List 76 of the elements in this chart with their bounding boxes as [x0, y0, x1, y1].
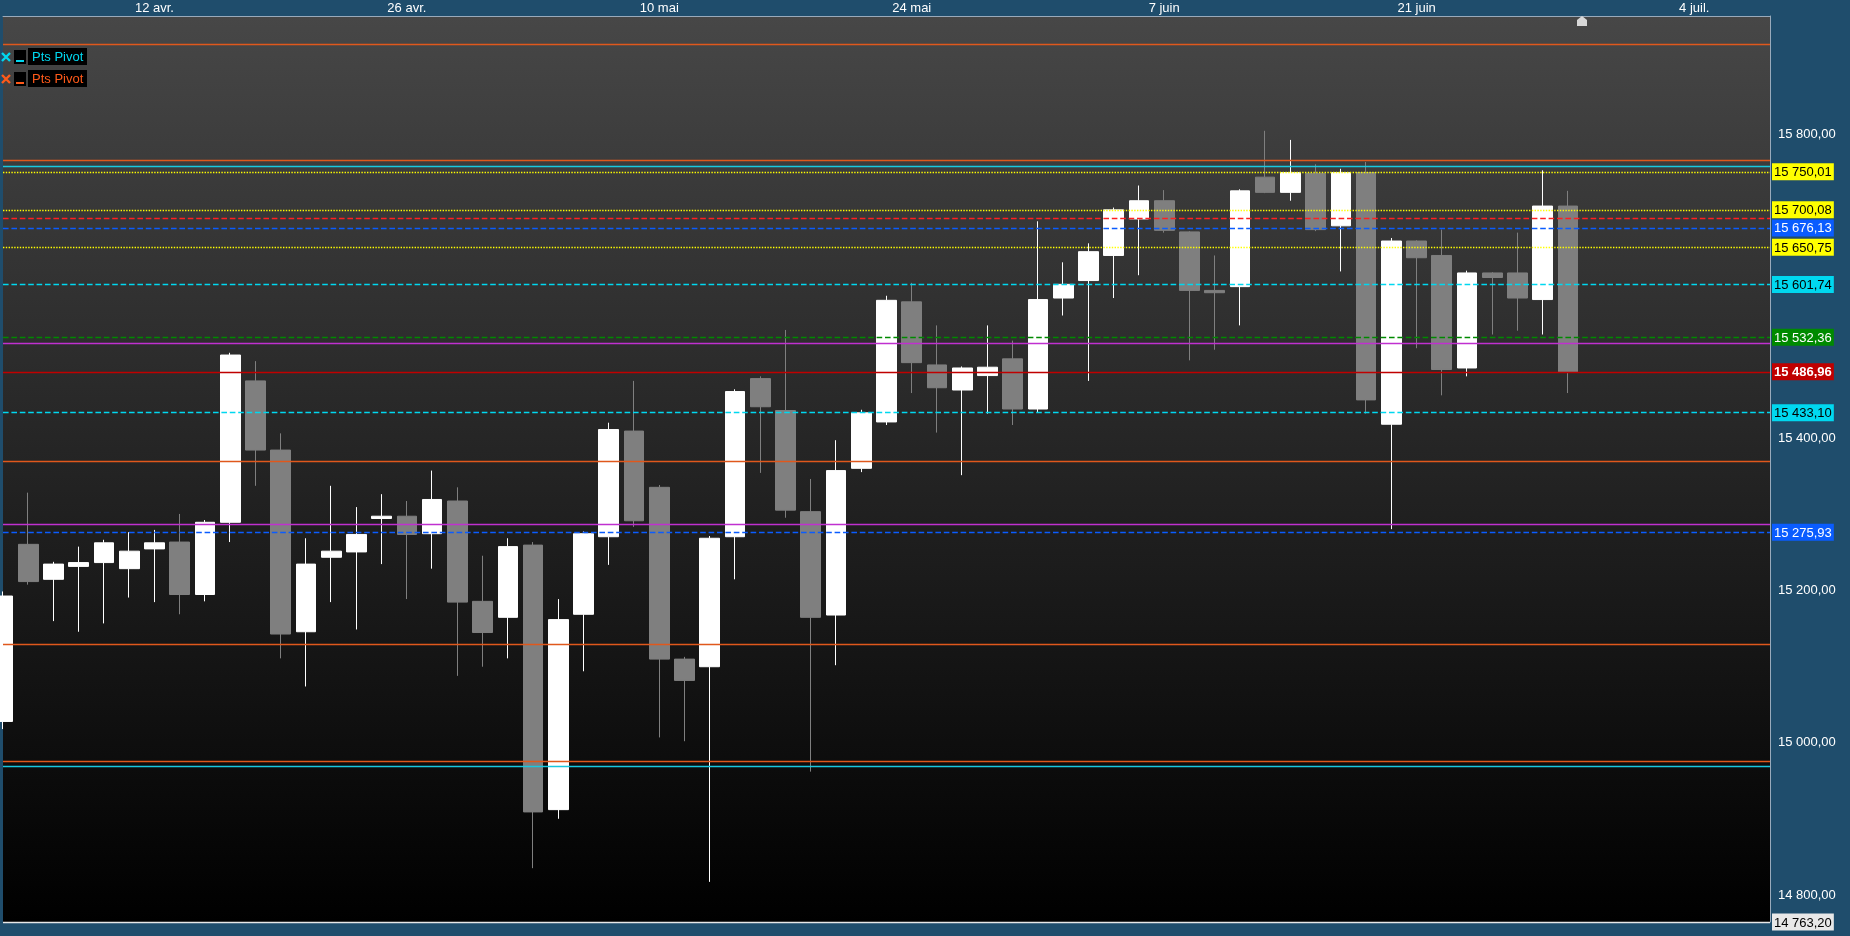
ref-line-label: 14 763,20 [1774, 914, 1832, 930]
ref-line-label: 15 601,74 [1774, 277, 1832, 293]
candlestick [296, 537, 316, 687]
candlestick [826, 439, 846, 666]
x-tick-label: 12 avr. [134, 0, 174, 15]
candlestick [624, 380, 644, 528]
candlestick [1356, 161, 1376, 415]
candlestick [1078, 242, 1099, 382]
candlestick [674, 656, 695, 742]
candlestick [800, 478, 821, 773]
x-tick-label: 24 mai [892, 0, 932, 15]
candlestick [321, 485, 342, 603]
candlestick [1431, 229, 1452, 396]
y-tick-label: 15 800,00 [1778, 126, 1836, 142]
y-tick-label: 15 000,00 [1778, 734, 1836, 750]
candlestick [119, 531, 140, 599]
ref-line-label: 15 700,08 [1774, 202, 1832, 218]
candlestick [472, 555, 493, 668]
candlestick [1053, 261, 1074, 317]
y-tick-label: 15 200,00 [1778, 582, 1836, 598]
x-tick-label: 21 juin [1397, 0, 1436, 15]
candlestick [43, 561, 64, 622]
candlestick [447, 486, 468, 677]
candlestick [220, 352, 241, 543]
y-tick-label: 14 800,00 [1778, 886, 1836, 902]
candlestick [750, 375, 771, 474]
candlestick [1002, 340, 1023, 426]
x-tick-label: 26 avr. [387, 0, 427, 15]
candlestick [775, 329, 796, 519]
ref-line-label: 15 650,75 [1774, 239, 1832, 255]
candlestick [1482, 271, 1503, 336]
candlestick [1507, 232, 1528, 332]
candlestick [18, 492, 39, 586]
candlestick [498, 537, 518, 659]
y-tick-label: 15 400,00 [1778, 430, 1836, 446]
candlestick [1028, 220, 1048, 413]
candlestick [699, 535, 720, 883]
candlestick [1331, 168, 1351, 272]
annotation: Pts Pivot [28, 70, 88, 87]
candlestick [725, 388, 745, 580]
x-tick-label: 7 juin [1148, 0, 1180, 15]
candlestick [1129, 185, 1149, 276]
candlestick [523, 541, 543, 869]
candlestick [649, 484, 670, 738]
candlestick [94, 539, 114, 624]
ref-line-label: 15 532,36 [1774, 329, 1832, 345]
candlestick [1179, 230, 1200, 361]
ref-line-label: 15 486,96 [1774, 364, 1832, 380]
candlestick [270, 432, 291, 659]
candlestick [1103, 207, 1124, 299]
ref-line-label: 15 676,13 [1774, 220, 1832, 236]
candlestick [927, 324, 947, 434]
candlestick [346, 506, 367, 630]
candlestick [422, 470, 442, 570]
annotation: Pts Pivot [28, 48, 88, 65]
candlestick [195, 519, 215, 602]
candlestick [397, 500, 417, 600]
ref-line-label: 15 433,10 [1774, 405, 1832, 421]
ref-line-label: 15 750,01 [1774, 164, 1832, 180]
candlestick [952, 365, 973, 476]
candlestick [1457, 270, 1477, 377]
candlestick [169, 513, 190, 615]
candlestick [851, 409, 872, 473]
candlestick [1305, 163, 1326, 232]
candlestick [245, 360, 266, 487]
candlestick [901, 282, 922, 394]
candlestick [573, 530, 594, 672]
candlestick [1204, 254, 1225, 351]
x-tick-label: 4 juil. [1679, 0, 1710, 15]
candlestick [1406, 239, 1427, 349]
x-tick-label: 10 mai [639, 0, 679, 15]
candlestick [1230, 188, 1250, 326]
ref-line-label: 15 275,93 [1774, 524, 1832, 540]
candlestick [1154, 189, 1175, 234]
candlestick [1255, 130, 1275, 194]
candlestick [1558, 190, 1578, 394]
